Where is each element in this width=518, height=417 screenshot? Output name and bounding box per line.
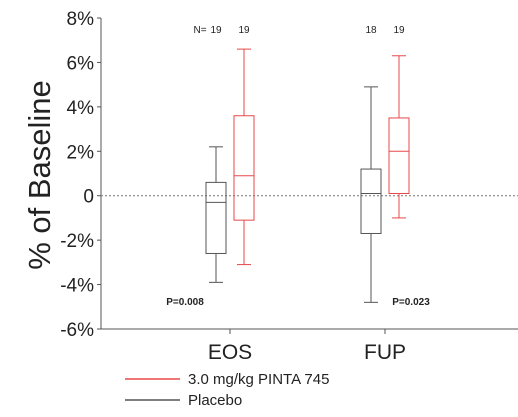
n-label: 19 <box>210 25 222 36</box>
y-tick-label: 0 <box>83 187 94 208</box>
legend: 3.0 mg/kg PINTA 745 Placebo <box>125 371 329 409</box>
box-iqr <box>233 115 255 221</box>
box-placebo-eos <box>205 146 227 283</box>
y-tick-label: -2% <box>60 231 94 252</box>
y-tick-label: 2% <box>67 142 95 163</box>
x-tick-label: EOS <box>208 341 252 364</box>
p-value-annotation: P=0.008 <box>166 297 204 308</box>
plot-area: 19 18 19 19 N= P=0.008 P=0.023 <box>101 25 518 308</box>
y-tick-label: -4% <box>60 276 94 297</box>
box-placebo-fup <box>360 86 382 303</box>
legend-label: 3.0 mg/kg PINTA 745 <box>188 371 329 388</box>
box-pinta-eos <box>233 48 255 266</box>
x-tick-label: FUP <box>364 341 406 364</box>
box-iqr <box>388 117 410 194</box>
n-label: 19 <box>393 25 405 36</box>
box-pinta-fup <box>388 55 410 219</box>
p-value-annotation: P=0.023 <box>392 297 430 308</box>
axes: 8% 6% 4% 2% 0 -2% -4% -6% EOS FUP <box>60 9 518 364</box>
y-tick-label: 8% <box>67 9 95 30</box>
legend-label: Placebo <box>188 392 242 409</box>
y-tick-label: 4% <box>67 98 95 119</box>
n-label: 18 <box>365 25 377 36</box>
n-label: 19 <box>238 25 250 36</box>
y-axis-label: % of Baseline <box>22 80 57 270</box>
box-iqr <box>360 168 382 234</box>
n-prefix: N= <box>193 25 206 36</box>
y-tick-label: -6% <box>60 320 94 341</box>
box-iqr <box>205 181 227 254</box>
y-tick-label: 6% <box>67 53 95 74</box>
